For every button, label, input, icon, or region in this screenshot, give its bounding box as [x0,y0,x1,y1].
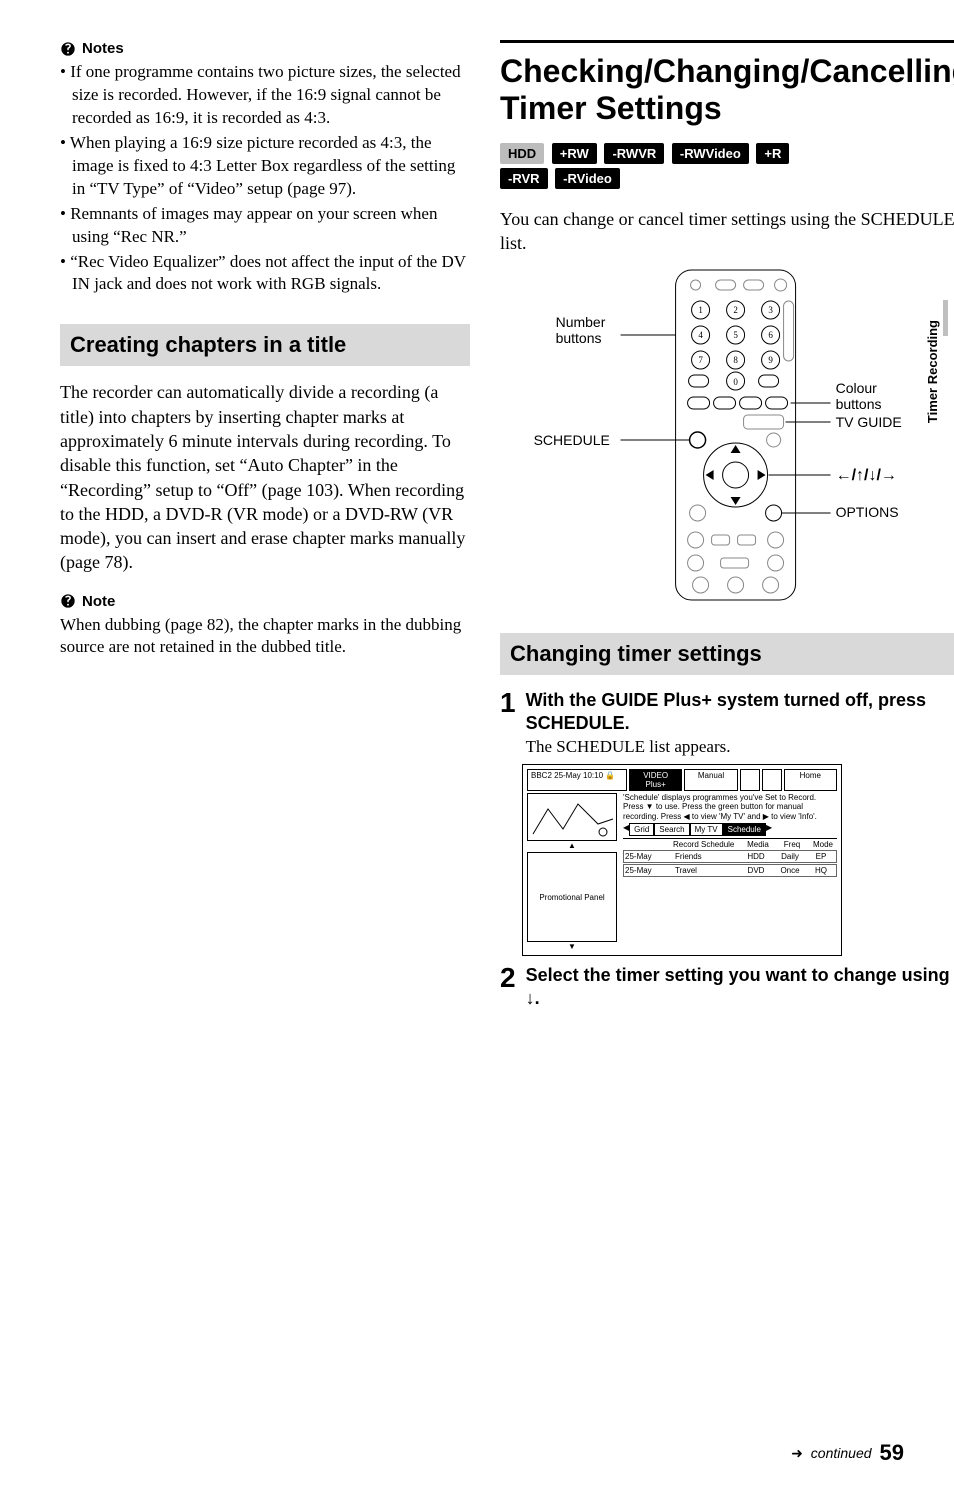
section-changing-timer: Changing timer settings [500,633,954,675]
step-1-title: With the GUIDE Plus+ system turned off, … [526,689,954,734]
ss-tab-manual: Manual [684,769,737,791]
remote-diagram: 1 2 3 4 5 6 7 8 9 0 [500,265,954,605]
svg-text:0: 0 [733,377,738,387]
page-title: Checking/Changing/Cancelling Timer Setti… [500,40,954,127]
ss-col-mode: Mode [809,840,837,849]
note-item: If one programme contains two picture si… [60,61,470,130]
ss-row: 25-May Friends HDD Daily EP [623,850,837,863]
svg-text:TV GUIDE: TV GUIDE [836,414,902,430]
page-footer: ➜ continued 59 [791,1440,904,1466]
ss-info-text: 'Schedule' displays programmes you've Se… [623,793,837,821]
step-1: 1 With the GUIDE Plus+ system turned off… [500,689,954,758]
note-body: When dubbing (page 82), the chapter mark… [60,614,470,658]
format-badges: HDD +RW -RWVR -RWVideo +R -RVR -RVideo [500,143,954,193]
label-schedule: SCHEDULE [534,432,610,448]
svg-text:5: 5 [733,330,738,340]
svg-text:6: 6 [768,330,773,340]
svg-text:←/↑/↓/→: ←/↑/↓/→ [836,467,897,484]
page-number: 59 [880,1440,904,1466]
section1-body: The recorder can automatically divide a … [60,380,470,574]
step-2-number: 2 [500,964,516,1011]
note-heading: Note [60,593,470,610]
ss-tab-home: Home [784,769,837,791]
svg-text:buttons: buttons [836,396,882,412]
ss-tab-mytv: My TV [690,823,723,836]
note-item: Remnants of images may appear on your sc… [60,203,470,249]
note-item: “Rec Video Equalizer” does not affect th… [60,251,470,297]
ss-tab-video-plus: VIDEO Plus+ [629,769,682,791]
info-icon [60,41,76,57]
badge-plus-r: +R [756,143,789,164]
svg-text:9: 9 [768,355,773,365]
badge-rwvideo: -RWVideo [672,143,749,164]
svg-text:OPTIONS: OPTIONS [836,504,899,520]
svg-text:2: 2 [733,305,738,315]
ss-list-head-left: Record Schedule [673,840,741,849]
badge-plus-rw: +RW [552,143,597,164]
svg-text:8: 8 [733,355,738,365]
notes-heading-text: Notes [82,40,124,57]
info-icon [60,593,76,609]
ss-preview [527,793,617,841]
badge-rwvr: -RWVR [604,143,664,164]
step-2-title: Select the timer setting you want to cha… [526,964,954,1009]
continued-arrow-icon: ➜ [791,1445,803,1462]
ss-tab-search: Search [654,823,689,836]
ss-row: 25-May Travel DVD Once HQ [623,864,837,877]
continued-label: continued [811,1445,872,1461]
ss-col-freq: Freq [775,840,809,849]
badge-rvr: -RVR [500,168,548,189]
notes-list: If one programme contains two picture si… [60,61,470,296]
svg-text:7: 7 [698,355,703,365]
ss-promo-panel: Promotional Panel [527,852,617,942]
step-2: 2 Select the timer setting you want to c… [500,964,954,1011]
ss-col-media: Media [741,840,775,849]
svg-text:Colour: Colour [836,380,878,396]
badge-rvideo: -RVideo [555,168,620,189]
schedule-screenshot: BBC2 25-May 10:10 🔒 VIDEO Plus+ Manual H… [522,764,842,956]
badge-hdd: HDD [500,143,544,164]
intro-text: You can change or cancel timer settings … [500,207,954,256]
label-number-buttons: Number [556,314,606,330]
svg-text:buttons: buttons [556,330,602,346]
note-heading-text: Note [82,593,115,610]
step-1-text: The SCHEDULE list appears. [526,736,954,758]
step-1-number: 1 [500,689,516,758]
ss-header-left: BBC2 25-May 10:10 🔒 [527,769,627,791]
svg-text:3: 3 [768,305,773,315]
svg-text:1: 1 [698,305,703,315]
note-item: When playing a 16:9 size picture recorde… [60,132,470,201]
svg-text:4: 4 [698,330,703,340]
notes-heading: Notes [60,40,470,57]
ss-tab-grid: Grid [629,823,654,836]
section-creating-chapters: Creating chapters in a title [60,324,470,366]
ss-tab-schedule: Schedule [723,823,766,836]
